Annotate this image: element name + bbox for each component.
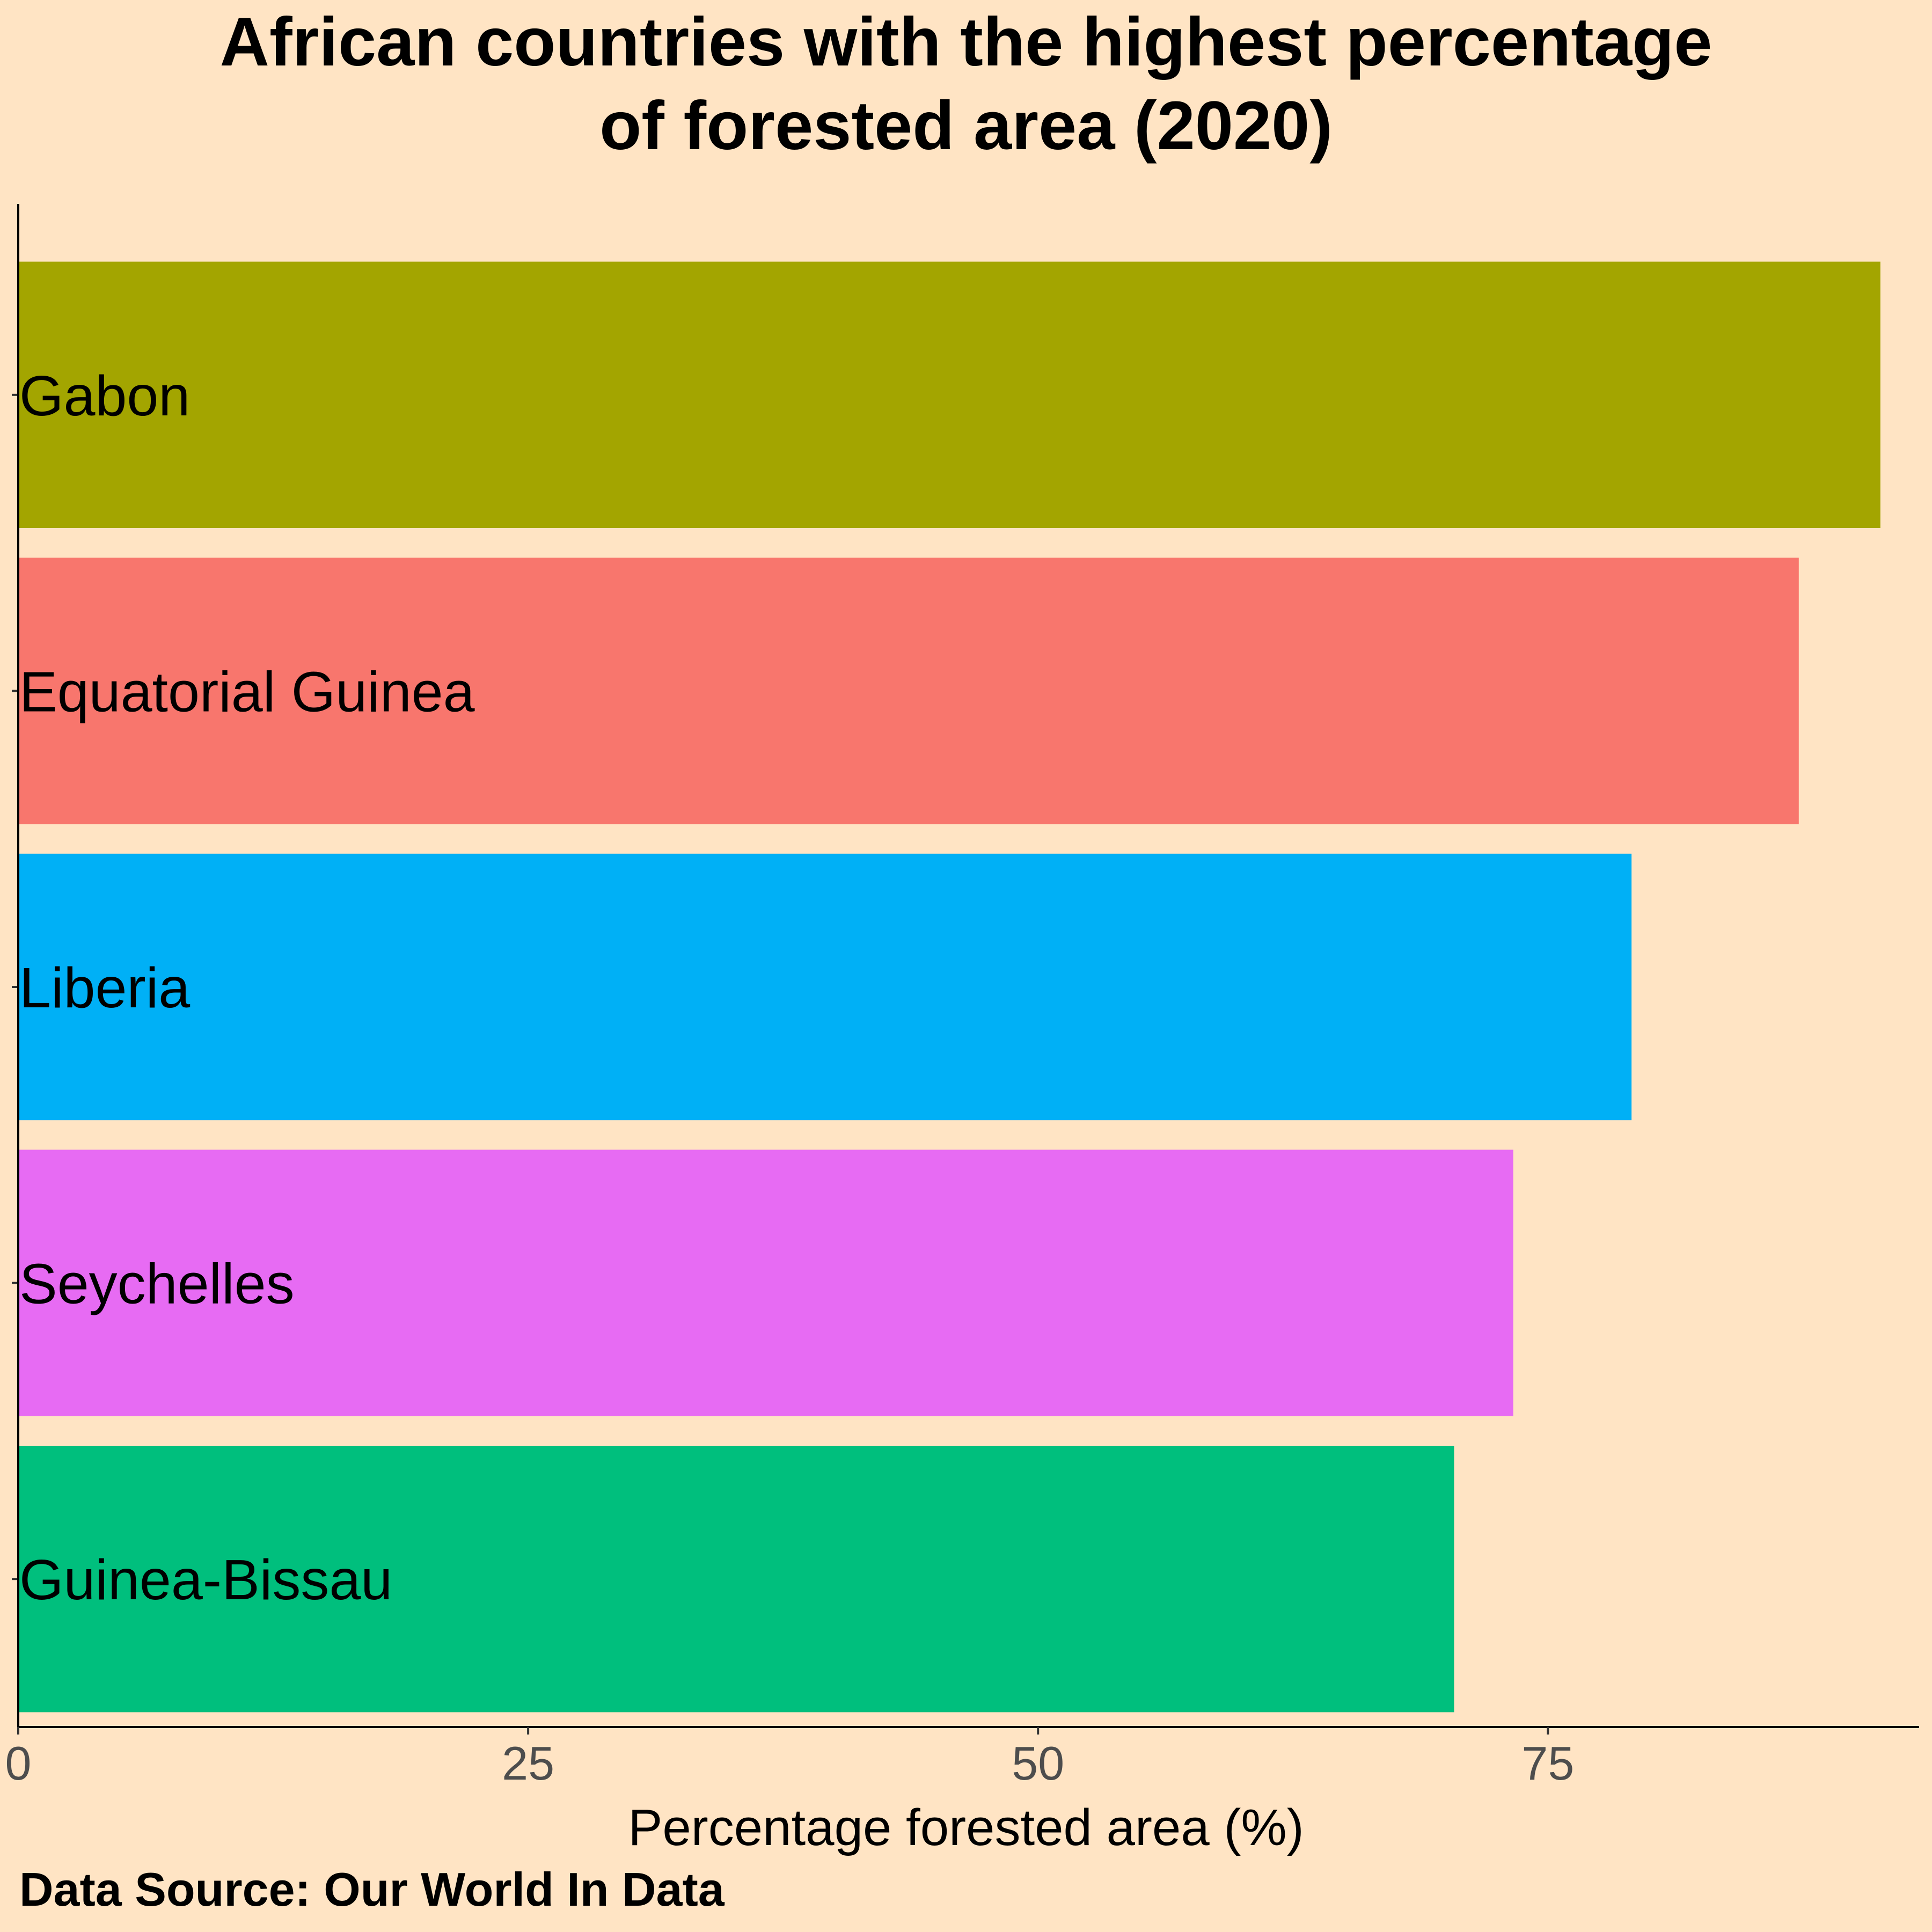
bar-gabon: [18, 261, 1880, 529]
x-tick-label: 0: [5, 1737, 32, 1790]
bars-layer: Gabon Equatorial Guinea Liberia Seychelles G…: [18, 261, 1880, 1713]
bar-label-gabon: Gabon: [19, 364, 190, 428]
x-axis-title: Percentage forested area (%): [628, 1799, 1304, 1856]
data-source-caption: Data Source: Our World In Data: [19, 1863, 725, 1916]
chart-title-line-1: African countries with the highest perce…: [220, 4, 1713, 80]
bar-label-liberia: Liberia: [19, 956, 190, 1020]
bar-label-guinea-bissau: Guinea-Bissau: [19, 1548, 392, 1612]
bar-seychelles: [18, 1150, 1513, 1416]
bar-guinea-bissau: [18, 1445, 1454, 1713]
bar-equatorial-guinea: [18, 558, 1799, 824]
bar-label-equatorial-guinea: Equatorial Guinea: [19, 660, 475, 723]
x-tick-label: 75: [1521, 1737, 1574, 1790]
axes-layer: 0 25 50 75: [5, 204, 1919, 1790]
bar-label-seychelles: Seychelles: [19, 1253, 295, 1316]
bar-liberia: [18, 853, 1632, 1121]
x-tick-label: 25: [502, 1737, 554, 1790]
x-tick-label: 50: [1012, 1737, 1064, 1790]
chart-title-line-2: of forested area (2020): [599, 87, 1333, 164]
